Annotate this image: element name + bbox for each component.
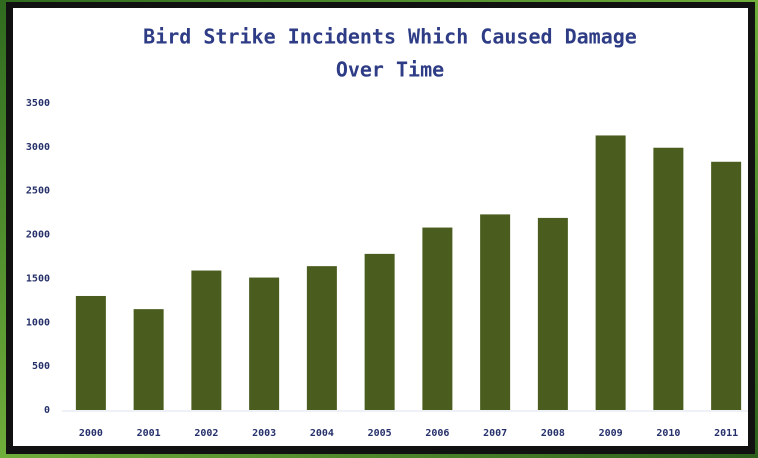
y-tick-label: 3000 xyxy=(26,142,50,153)
bar xyxy=(306,266,337,410)
bar xyxy=(595,135,626,410)
x-tick-label: 2006 xyxy=(425,428,449,439)
y-tick-label: 500 xyxy=(32,361,50,372)
y-tick-label: 2500 xyxy=(26,186,50,197)
x-tick-label: 2002 xyxy=(194,428,218,439)
bar xyxy=(422,227,453,410)
x-tick-label: 2010 xyxy=(656,428,680,439)
x-tick-label: 2000 xyxy=(79,428,103,439)
x-tick-label: 2005 xyxy=(368,428,392,439)
x-tick-label: 2004 xyxy=(310,428,334,439)
chart-title: Over Time xyxy=(336,58,444,82)
bar xyxy=(711,161,742,410)
bar xyxy=(653,147,684,410)
y-tick-label: 3500 xyxy=(26,98,50,109)
bar xyxy=(75,295,106,410)
bar xyxy=(191,270,222,410)
y-tick-label: 0 xyxy=(44,405,50,416)
bar xyxy=(364,253,395,410)
y-tick-label: 2000 xyxy=(26,230,50,241)
x-tick-label: 2009 xyxy=(599,428,623,439)
bar xyxy=(249,277,280,410)
x-tick-label: 2008 xyxy=(541,428,565,439)
y-tick-label: 1000 xyxy=(26,317,50,328)
bar xyxy=(480,214,511,410)
bar xyxy=(133,309,164,410)
x-tick-label: 2007 xyxy=(483,428,507,439)
chart-title: Bird Strike Incidents Which Caused Damag… xyxy=(143,25,637,49)
y-tick-label: 1500 xyxy=(26,273,50,284)
x-tick-label: 2003 xyxy=(252,428,276,439)
x-tick-label: 2011 xyxy=(714,428,738,439)
x-tick-label: 2001 xyxy=(137,428,161,439)
bar xyxy=(537,217,568,410)
